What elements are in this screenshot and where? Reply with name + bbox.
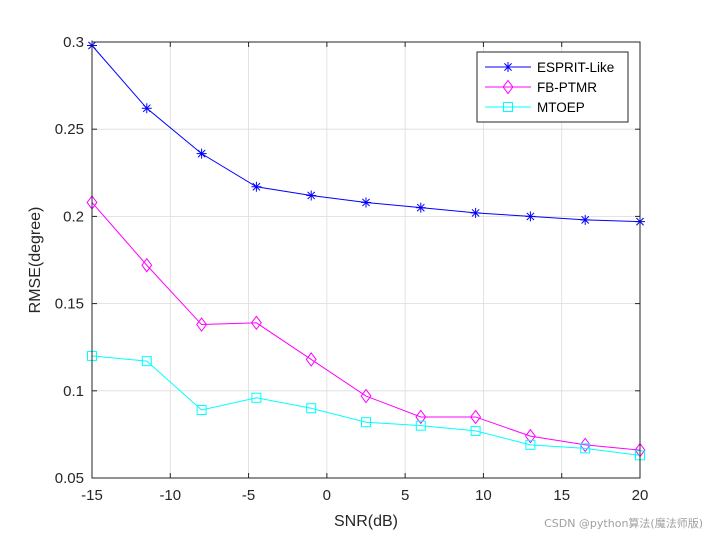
series-esprit-like: [87, 40, 645, 227]
data-point-fb-ptmr: [141, 257, 153, 273]
data-point-esprit-like: [306, 190, 317, 201]
x-tick-label: 0: [323, 487, 331, 504]
data-point-mtoep: [306, 403, 317, 414]
data-point-mtoep: [196, 404, 207, 415]
series-line-fb-ptmr: [91, 202, 641, 451]
series-layer: [86, 40, 646, 461]
y-axis-title: RMSE(degree): [27, 207, 44, 314]
y-tick-label: 0.1: [63, 383, 84, 400]
data-point-fb-ptmr: [360, 388, 372, 404]
y-tick-label: 0.3: [63, 34, 84, 51]
x-tick-label: -15: [81, 487, 103, 504]
data-point-mtoep: [251, 392, 262, 403]
x-tick-label: -10: [159, 487, 181, 504]
y-tick-label: 0.25: [55, 121, 84, 138]
legend-marker: [503, 62, 513, 72]
x-tick-label: 20: [632, 487, 649, 504]
data-point-mtoep: [415, 420, 426, 431]
x-tick-label: 15: [553, 487, 570, 504]
x-axis-title: SNR(dB): [334, 513, 398, 530]
data-point-fb-ptmr: [415, 409, 427, 425]
ticks: -15 -10 -5 0 5 10 15 20 0.05 0.1 0.15 0.2 0.25 0.3: [55, 34, 649, 504]
data-point-esprit-like: [251, 181, 262, 192]
x-tick-label: -5: [242, 487, 255, 504]
data-point-esprit-like: [525, 211, 536, 222]
legend-entry-mtoep: MTOEP: [485, 100, 585, 115]
series-fb-ptmr: [86, 195, 646, 458]
y-tick-label: 0.15: [55, 296, 84, 313]
legend-label: ESPRIT-Like: [537, 60, 614, 75]
legend-label: MTOEP: [537, 100, 585, 115]
series-line-mtoep: [91, 355, 641, 456]
x-tick-label: 10: [475, 487, 492, 504]
legend-marker: [503, 102, 513, 112]
data-point-fb-ptmr: [470, 409, 482, 425]
data-point-mtoep: [361, 417, 371, 428]
data-point-esprit-like: [580, 214, 591, 225]
data-point-mtoep: [525, 439, 536, 450]
data-point-mtoep: [580, 443, 591, 454]
data-point-fb-ptmr: [250, 315, 262, 331]
data-point-esprit-like: [361, 197, 371, 208]
data-point-esprit-like: [415, 202, 426, 213]
series-mtoep: [87, 350, 645, 461]
legend-entry-fb-ptmr: FB-PTMR: [485, 79, 597, 95]
data-point-esprit-like: [141, 103, 152, 114]
legend: ESPRIT-Like FB-PTMR MTOEP: [476, 51, 629, 123]
data-point-fb-ptmr: [196, 317, 208, 332]
watermark: CSDN @python算法(魔法师版): [544, 517, 703, 530]
legend-label: FB-PTMR: [537, 80, 597, 95]
axes-box: [91, 41, 641, 479]
data-point-mtoep: [470, 425, 481, 436]
data-point-esprit-like: [470, 207, 481, 218]
data-point-fb-ptmr: [579, 437, 591, 453]
legend-entry-esprit-like: ESPRIT-Like: [485, 60, 614, 75]
data-point-fb-ptmr: [524, 428, 536, 444]
data-point-esprit-like: [196, 148, 207, 159]
data-point-fb-ptmr: [305, 352, 317, 367]
legend-marker: [502, 79, 514, 95]
data-point-mtoep: [141, 356, 152, 367]
x-tick-label: 5: [401, 487, 409, 504]
axes: [91, 41, 641, 479]
y-tick-label: 0.2: [63, 208, 84, 225]
y-tick-label: 0.05: [55, 470, 84, 487]
